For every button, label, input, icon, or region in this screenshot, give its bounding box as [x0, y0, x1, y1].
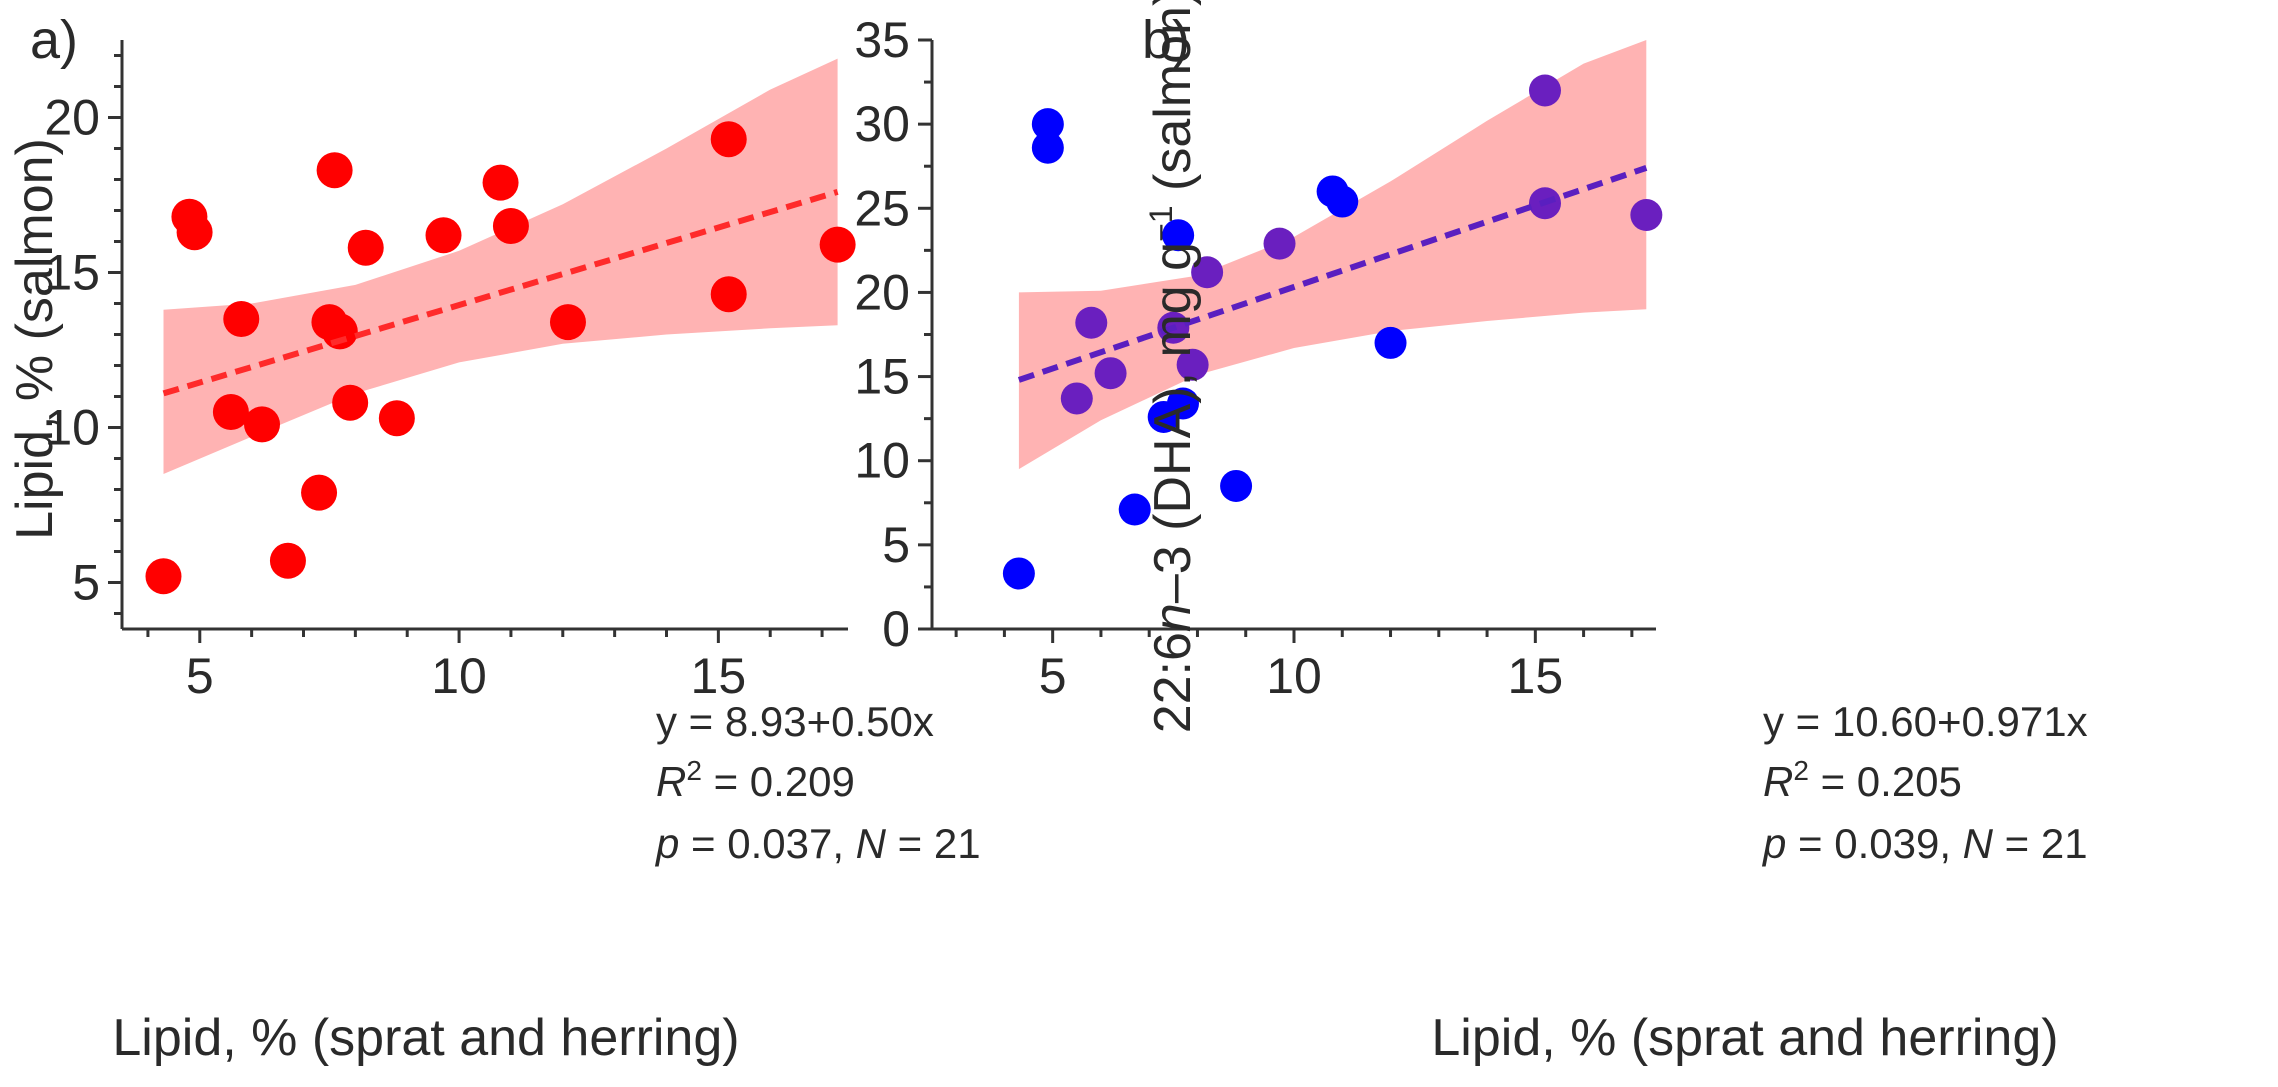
p-value: p = 0.037, N = 21: [654, 820, 981, 867]
data-point: [1326, 185, 1359, 218]
y-tick-label: 15: [44, 245, 100, 301]
data-point: [347, 229, 384, 266]
y-tick-label: 10: [854, 433, 910, 489]
y-tick-label: 20: [854, 264, 910, 320]
data-point: [378, 400, 415, 437]
r-squared: R2 = 0.205: [1763, 755, 1962, 805]
y-axis-title: 22:6n–3 (DHA), mg g−1 (salmon): [1143, 0, 1202, 733]
x-axis-title: Lipid, % (sprat and herring): [1431, 1009, 2058, 1067]
data-point: [1220, 469, 1253, 502]
data-point: [1075, 306, 1108, 339]
data-point: [321, 313, 358, 350]
regression-line: [1017, 165, 1648, 383]
y-tick-label: 25: [854, 180, 910, 236]
data-point: [1176, 348, 1209, 381]
data-point: [1166, 387, 1199, 420]
y-tick-label: 35: [854, 12, 910, 68]
data-point: [301, 474, 338, 511]
x-tick-label: 15: [691, 648, 747, 704]
data-point: [819, 226, 856, 263]
data-point: [710, 121, 747, 158]
panel-a: 5 10 15 5 10 15 20 a) Lipid, % (salmon) Lipid,…: [6, 10, 981, 1067]
x-tick-label: 10: [431, 648, 487, 704]
y-tick-label: 30: [854, 96, 910, 152]
x-tick-label: 5: [186, 648, 214, 704]
y-tick-label: 5: [72, 555, 100, 611]
regression-equation: y = 8.93+0.50x: [656, 698, 934, 745]
data-point: [710, 276, 747, 313]
y-tick-label: 5: [882, 517, 910, 573]
y-tick-label: 20: [44, 90, 100, 146]
p-value: p = 0.039, N = 21: [1761, 820, 2088, 867]
data-point: [1528, 74, 1561, 107]
data-point: [223, 301, 260, 337]
axes: 5 10 15 0 5 10 15 20 25 30 35: [854, 12, 1656, 704]
data-point: [1191, 256, 1224, 289]
axes: 5 10 15 5 10 15 20: [44, 40, 848, 704]
data-points: [1002, 74, 1663, 590]
data-point: [1630, 199, 1663, 232]
data-point: [1263, 227, 1296, 260]
x-axis-title: Lipid, % (sprat and herring): [112, 1009, 739, 1067]
data-point: [145, 558, 182, 595]
data-point: [549, 304, 586, 341]
data-point: [492, 208, 529, 244]
data-point: [482, 164, 519, 201]
data-point: [1031, 108, 1064, 141]
regression-line: [162, 189, 839, 397]
data-point: [1002, 557, 1035, 590]
x-tick-label: 5: [1039, 648, 1067, 704]
confidence-band: [163, 58, 838, 474]
confidence-band: [1018, 40, 1647, 470]
panel-b: 5 10 15 0 5 10 15 20 25 30 35 b) 22:6n–3 (DHA), mg…: [854, 0, 2087, 1067]
data-point: [244, 406, 281, 443]
data-point: [269, 542, 306, 579]
data-point: [212, 394, 249, 430]
r-squared: R2 = 0.209: [656, 755, 855, 805]
y-axis-title: Lipid, % (salmon): [6, 138, 64, 540]
data-point: [425, 217, 462, 254]
data-point: [1162, 219, 1195, 252]
data-point: [316, 152, 353, 189]
y-tick-label: 15: [854, 349, 910, 405]
y-tick-label: 10: [44, 400, 100, 456]
y-tick-label: 0: [882, 601, 910, 657]
data-point: [1094, 357, 1127, 390]
data-point: [332, 384, 369, 421]
data-point: [1118, 493, 1151, 526]
panel-label: a): [30, 10, 78, 70]
data-point: [176, 214, 213, 251]
data-point: [1060, 382, 1093, 415]
panel-label: b): [1142, 10, 1190, 70]
data-point: [1031, 131, 1064, 164]
x-tick-label: 10: [1266, 648, 1322, 704]
data-points: [145, 121, 856, 595]
regression-equation: y = 10.60+0.971x: [1763, 698, 2088, 745]
data-point: [1374, 326, 1407, 359]
x-tick-label: 15: [1508, 648, 1564, 704]
